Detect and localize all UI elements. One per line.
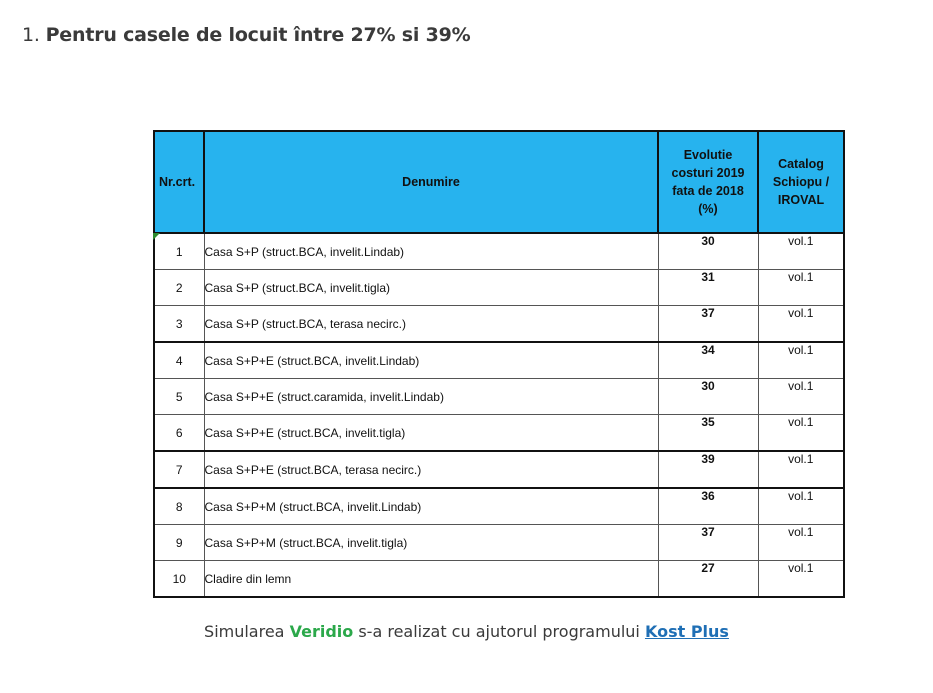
footer-brand: Veridio <box>289 622 354 641</box>
table-header-row: Nr.crt. Denumire Evolutie costuri 2019 f… <box>153 130 845 234</box>
header-evolutie: Evolutie costuri 2019 fata de 2018 (%) <box>657 130 759 234</box>
cell-denumire: Casa S+P+E (struct.BCA, terasa necirc.) <box>203 450 659 489</box>
table-row: 6 Casa S+P+E (struct.BCA, invelit.tigla)… <box>153 414 845 452</box>
cell-catalog: vol.1 <box>757 560 845 598</box>
cell-catalog: vol.1 <box>757 269 845 306</box>
kost-plus-link[interactable]: Kost Plus <box>644 622 729 641</box>
cell-comment-marker-icon <box>153 233 160 240</box>
cell-evolutie: 30 <box>657 378 759 415</box>
cell-nr: 7 <box>153 450 205 489</box>
footer-caption: Simularea Veridio s-a realizat cu ajutor… <box>0 622 933 641</box>
header-nr: Nr.crt. <box>153 130 205 234</box>
cell-evolutie: 31 <box>657 269 759 306</box>
cell-evolutie: 37 <box>657 524 759 561</box>
heading-number: 1. <box>22 24 40 46</box>
cell-nr: 5 <box>153 378 205 415</box>
cell-catalog: vol.1 <box>757 524 845 561</box>
cell-catalog: vol.1 <box>757 487 845 525</box>
cell-catalog: vol.1 <box>757 305 845 343</box>
cell-denumire: Casa S+P (struct.BCA, invelit.Lindab) <box>203 232 659 270</box>
table-row: 7 Casa S+P+E (struct.BCA, terasa necirc.… <box>153 450 845 489</box>
cell-nr: 6 <box>153 414 205 452</box>
header-catalog-line: Catalog <box>778 156 824 171</box>
cell-catalog: vol.1 <box>757 414 845 452</box>
cell-nr: 9 <box>153 524 205 561</box>
table-row: 4 Casa S+P+E (struct.BCA, invelit.Lindab… <box>153 341 845 379</box>
cell-evolutie: 34 <box>657 341 759 379</box>
table-row: 2 Casa S+P (struct.BCA, invelit.tigla) 3… <box>153 269 845 306</box>
cell-denumire: Cladire din lemn <box>203 560 659 598</box>
cell-evolutie: 39 <box>657 450 759 489</box>
header-denumire: Denumire <box>203 130 659 234</box>
cell-evolutie: 37 <box>657 305 759 343</box>
cell-denumire: Casa S+P+E (struct.BCA, invelit.Lindab) <box>203 341 659 379</box>
header-evolutie-line: (%) <box>698 202 718 217</box>
cell-nr: 8 <box>153 487 205 525</box>
cell-catalog: vol.1 <box>757 378 845 415</box>
header-evolutie-line: Evolutie <box>683 147 733 162</box>
heading-text: Pentru casele de locuit între 27% si 39% <box>45 24 471 46</box>
cell-denumire: Casa S+P+E (struct.caramida, invelit.Lin… <box>203 378 659 415</box>
table-row: 3 Casa S+P (struct.BCA, terasa necirc.) … <box>153 305 845 343</box>
cell-denumire: Casa S+P (struct.BCA, terasa necirc.) <box>203 305 659 343</box>
cell-nr: 1 <box>153 232 205 270</box>
section-heading: 1. Pentru casele de locuit între 27% si … <box>22 24 471 46</box>
table-row: 10 Cladire din lemn 27 vol.1 <box>153 560 845 598</box>
cell-nr: 4 <box>153 341 205 379</box>
cell-nr: 2 <box>153 269 205 306</box>
cell-evolutie: 27 <box>657 560 759 598</box>
cell-denumire: Casa S+P+E (struct.BCA, invelit.tigla) <box>203 414 659 452</box>
table-row: 8 Casa S+P+M (struct.BCA, invelit.Lindab… <box>153 487 845 525</box>
cell-evolutie: 36 <box>657 487 759 525</box>
cell-catalog: vol.1 <box>757 232 845 270</box>
footer-middle: s-a realizat cu ajutorul programului <box>358 622 640 641</box>
cell-catalog: vol.1 <box>757 450 845 489</box>
cell-catalog: vol.1 <box>757 341 845 379</box>
table-row: 5 Casa S+P+E (struct.caramida, invelit.L… <box>153 378 845 415</box>
cell-evolutie: 35 <box>657 414 759 452</box>
cost-evolution-table: Nr.crt. Denumire Evolutie costuri 2019 f… <box>153 130 845 598</box>
header-catalog-line: IROVAL <box>777 193 825 208</box>
header-evolutie-line: costuri 2019 <box>671 165 745 180</box>
cell-nr: 3 <box>153 305 205 343</box>
cell-evolutie: 30 <box>657 232 759 270</box>
header-catalog-line: Schiopu / <box>772 174 830 189</box>
table-row: 1 Casa S+P (struct.BCA, invelit.Lindab) … <box>153 232 845 270</box>
header-evolutie-line: fata de 2018 <box>672 184 744 198</box>
table-row: 9 Casa S+P+M (struct.BCA, invelit.tigla)… <box>153 524 845 561</box>
header-catalog: Catalog Schiopu / IROVAL <box>757 130 845 234</box>
cell-denumire: Casa S+P (struct.BCA, invelit.tigla) <box>203 269 659 306</box>
cell-nr: 10 <box>153 560 205 598</box>
cell-denumire: Casa S+P+M (struct.BCA, invelit.Lindab) <box>203 487 659 525</box>
cell-denumire: Casa S+P+M (struct.BCA, invelit.tigla) <box>203 524 659 561</box>
footer-prefix: Simularea <box>204 622 285 641</box>
